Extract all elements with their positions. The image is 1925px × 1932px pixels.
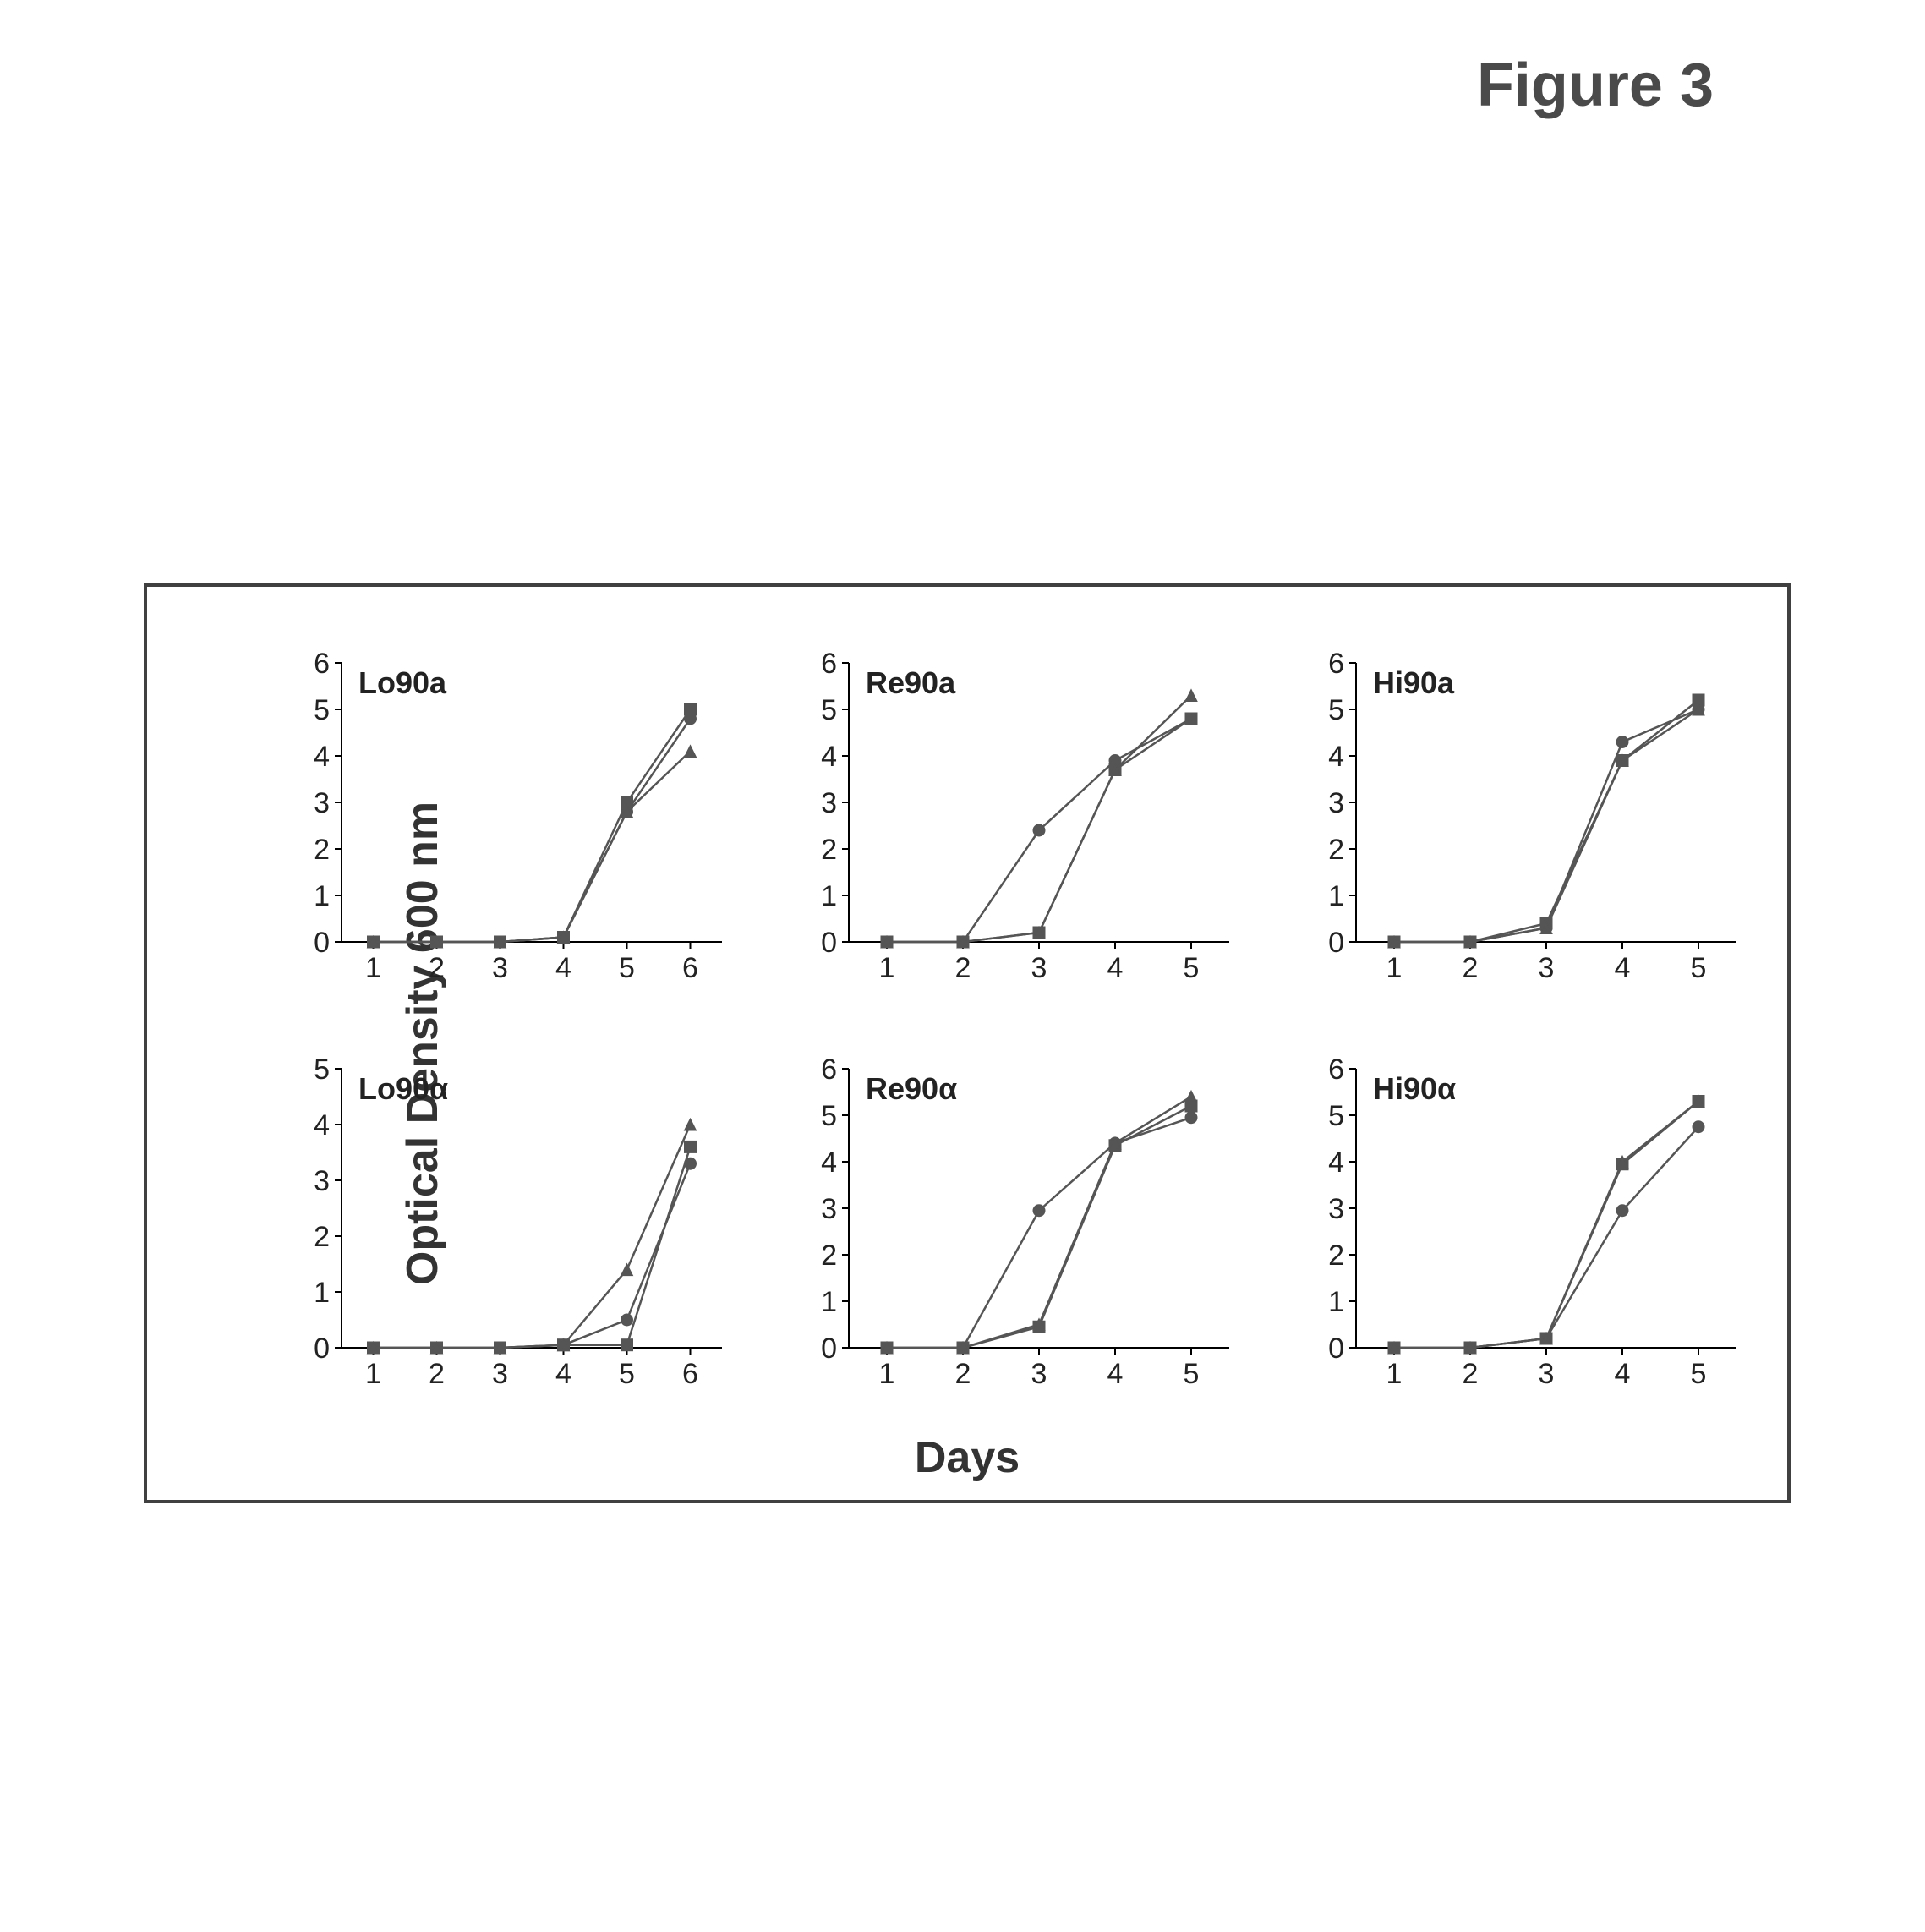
panel-frame: Optical Density 600 nm Days 012345612345…: [144, 583, 1791, 1503]
page-root: Figure 3 Optical Density 600 nm Days 012…: [0, 0, 1925, 1932]
chart-svg: 0 1 2 3 4 5 6 1 2 3 4 5 Re90a: [790, 638, 1246, 1010]
svg-text:4: 4: [314, 741, 330, 773]
svg-text:3: 3: [492, 1358, 508, 1390]
svg-text:4: 4: [1107, 1358, 1124, 1390]
svg-text:1: 1: [1386, 952, 1403, 984]
svg-text:5: 5: [619, 1358, 635, 1390]
svg-text:4: 4: [1328, 1147, 1344, 1179]
svg-text:6: 6: [682, 952, 698, 984]
svg-text:1: 1: [821, 1286, 837, 1318]
chart-svg: 0 1 2 3 4 5 6 1 2 3 4 5 Re90α: [790, 1043, 1246, 1415]
svg-text:4: 4: [1615, 952, 1631, 984]
svg-text:3: 3: [1031, 952, 1047, 984]
x-axis-label: Days: [915, 1432, 1020, 1483]
svg-text:6: 6: [1328, 1054, 1344, 1086]
charts-grid: 0 1 2 3 4 5 6 1 2 3 4 5 6 Lo90a 0 1 2 3 4 5 6 1 2 3 4 5 Re90a 0 1 2 3 4…: [282, 638, 1753, 1415]
svg-text:0: 0: [1328, 927, 1344, 959]
svg-text:6: 6: [1328, 648, 1344, 680]
svg-text:6: 6: [682, 1358, 698, 1390]
svg-text:1: 1: [879, 1358, 895, 1390]
svg-text:0: 0: [1328, 1333, 1344, 1365]
svg-text:5: 5: [1328, 1100, 1344, 1132]
svg-text:3: 3: [492, 952, 508, 984]
chart-svg: 0 1 2 3 4 5 6 1 2 3 4 5 Hi90α: [1297, 1043, 1753, 1415]
svg-text:5: 5: [1328, 694, 1344, 726]
svg-text:Hi90a: Hi90a: [1373, 665, 1455, 700]
svg-text:0: 0: [821, 1333, 837, 1365]
chart-Hi90a: 0 1 2 3 4 5 6 1 2 3 4 5 Hi90a: [1297, 638, 1753, 1010]
svg-text:1: 1: [365, 1358, 381, 1390]
svg-text:5: 5: [1184, 952, 1200, 984]
svg-text:3: 3: [821, 787, 837, 819]
svg-text:6: 6: [821, 1054, 837, 1086]
svg-text:1: 1: [821, 880, 837, 912]
svg-text:0: 0: [314, 927, 330, 959]
svg-text:2: 2: [314, 1221, 330, 1253]
chart-Re90alpha: 0 1 2 3 4 5 6 1 2 3 4 5 Re90α: [790, 1043, 1246, 1415]
svg-text:2: 2: [429, 1358, 445, 1390]
svg-text:1: 1: [1328, 880, 1344, 912]
svg-text:2: 2: [821, 834, 837, 866]
svg-text:3: 3: [314, 1165, 330, 1197]
svg-text:Re90α: Re90α: [866, 1071, 957, 1106]
svg-text:3: 3: [821, 1193, 837, 1225]
svg-text:2: 2: [955, 1358, 971, 1390]
svg-text:4: 4: [314, 1109, 330, 1141]
svg-text:1: 1: [1328, 1286, 1344, 1318]
svg-text:3: 3: [1539, 952, 1555, 984]
svg-text:2: 2: [1463, 952, 1479, 984]
svg-text:5: 5: [314, 1054, 330, 1086]
svg-text:Lo90α: Lo90α: [358, 1071, 448, 1106]
svg-text:2: 2: [821, 1240, 837, 1272]
svg-text:Hi90α: Hi90α: [1373, 1071, 1456, 1106]
svg-text:1: 1: [314, 880, 330, 912]
figure-title: Figure 3: [1477, 51, 1714, 120]
svg-text:4: 4: [1328, 741, 1344, 773]
svg-text:5: 5: [821, 1100, 837, 1132]
svg-text:0: 0: [821, 927, 837, 959]
svg-text:5: 5: [1691, 952, 1707, 984]
svg-text:2: 2: [1328, 834, 1344, 866]
svg-text:0: 0: [314, 1333, 330, 1365]
svg-text:4: 4: [821, 741, 837, 773]
svg-text:4: 4: [555, 1358, 571, 1390]
svg-text:5: 5: [619, 952, 635, 984]
svg-text:Lo90a: Lo90a: [358, 665, 447, 700]
svg-text:4: 4: [821, 1147, 837, 1179]
chart-Hi90alpha: 0 1 2 3 4 5 6 1 2 3 4 5 Hi90α: [1297, 1043, 1753, 1415]
chart-Lo90a: 0 1 2 3 4 5 6 1 2 3 4 5 6 Lo90a: [282, 638, 739, 1010]
svg-text:1: 1: [365, 952, 381, 984]
chart-Re90a: 0 1 2 3 4 5 6 1 2 3 4 5 Re90a: [790, 638, 1246, 1010]
svg-text:4: 4: [555, 952, 571, 984]
svg-text:3: 3: [1539, 1358, 1555, 1390]
svg-text:5: 5: [821, 694, 837, 726]
svg-text:5: 5: [314, 694, 330, 726]
svg-text:6: 6: [821, 648, 837, 680]
svg-text:3: 3: [314, 787, 330, 819]
svg-text:6: 6: [314, 648, 330, 680]
svg-text:1: 1: [1386, 1358, 1403, 1390]
svg-text:1: 1: [314, 1277, 330, 1309]
svg-text:2: 2: [1463, 1358, 1479, 1390]
svg-text:Re90a: Re90a: [866, 665, 956, 700]
svg-text:4: 4: [1615, 1358, 1631, 1390]
svg-text:2: 2: [314, 834, 330, 866]
chart-svg: 0 1 2 3 4 5 6 1 2 3 4 5 Hi90a: [1297, 638, 1753, 1010]
svg-text:5: 5: [1184, 1358, 1200, 1390]
svg-text:2: 2: [955, 952, 971, 984]
svg-text:2: 2: [429, 952, 445, 984]
svg-text:5: 5: [1691, 1358, 1707, 1390]
chart-Lo90alpha: 0 1 2 3 4 5 1 2 3 4 5 6 Lo90α: [282, 1043, 739, 1415]
svg-text:3: 3: [1328, 1193, 1344, 1225]
chart-svg: 0 1 2 3 4 5 6 1 2 3 4 5 6 Lo90a: [282, 638, 739, 1010]
svg-text:1: 1: [879, 952, 895, 984]
svg-text:4: 4: [1107, 952, 1124, 984]
svg-text:2: 2: [1328, 1240, 1344, 1272]
chart-svg: 0 1 2 3 4 5 1 2 3 4 5 6 Lo90α: [282, 1043, 739, 1415]
svg-text:3: 3: [1328, 787, 1344, 819]
svg-text:3: 3: [1031, 1358, 1047, 1390]
